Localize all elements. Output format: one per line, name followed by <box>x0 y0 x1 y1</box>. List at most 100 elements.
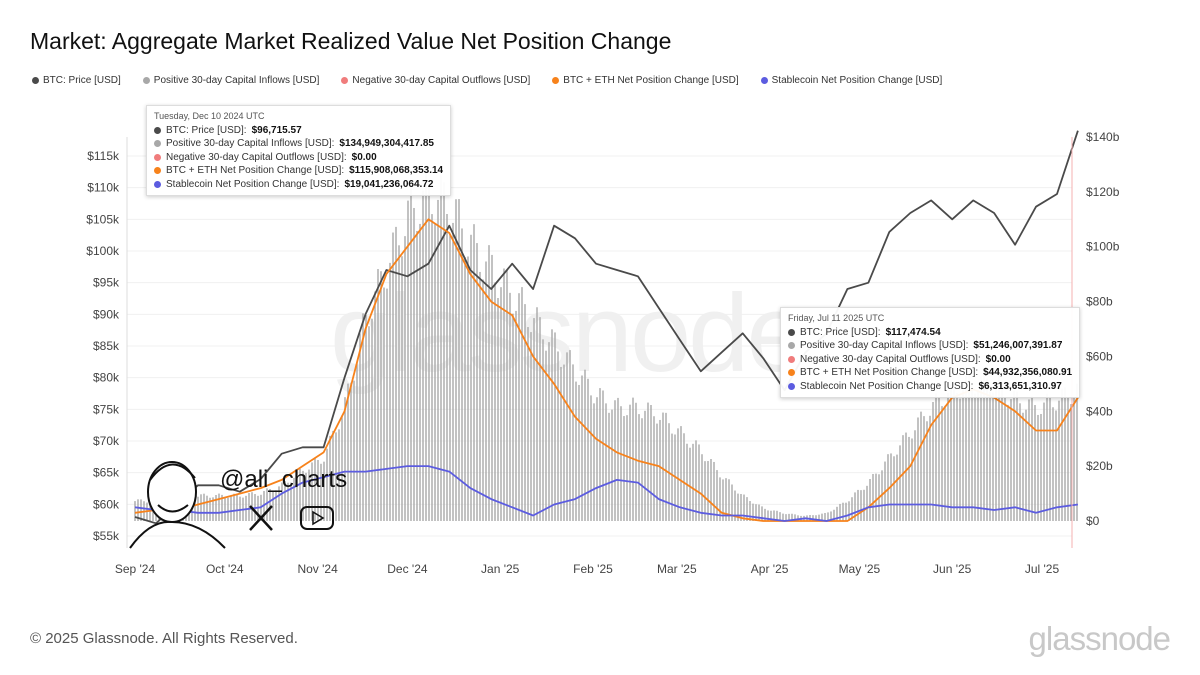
inflow-bar <box>1019 403 1021 521</box>
inflow-bar <box>431 214 433 521</box>
y-left-tick-label: $110k <box>87 181 120 195</box>
inflow-bar <box>443 182 445 522</box>
series-dot <box>154 167 161 175</box>
avatar <box>129 461 226 549</box>
inflow-bar <box>560 366 562 521</box>
inflow-bar <box>872 473 874 521</box>
inflow-bar <box>1055 410 1057 521</box>
inflow-bar <box>959 398 961 521</box>
inflow-bar <box>989 391 991 521</box>
inflow-bar <box>617 397 619 521</box>
inflow-bar <box>374 291 376 521</box>
inflow-bar <box>920 411 922 521</box>
inflow-bar <box>599 388 601 521</box>
inflow-bar <box>974 393 976 521</box>
inflow-bar <box>209 497 211 521</box>
inflow-bar <box>665 412 667 521</box>
series-dot <box>788 342 795 350</box>
inflow-bar <box>773 510 775 521</box>
y-left-tick-label: $65k <box>93 466 120 480</box>
legend-item[interactable]: BTC + ETH Net Position Change [USD] <box>552 75 739 86</box>
legend-item[interactable]: Stablecoin Net Position Change [USD] <box>760 75 943 86</box>
inflow-bar <box>767 510 769 521</box>
y-right-tick-label: $120b <box>1086 185 1120 199</box>
inflow-bar <box>224 497 226 521</box>
inflow-bar <box>1016 391 1018 521</box>
inflow-bar <box>929 415 931 521</box>
copyright: © 2025 Glassnode. All Rights Reserved. <box>30 630 298 647</box>
inflow-bar <box>746 497 748 521</box>
inflow-bar <box>1031 396 1033 521</box>
inflow-bar <box>683 433 685 521</box>
tooltip-value: $117,474.54 <box>885 326 941 338</box>
inflow-bar <box>578 384 580 521</box>
inflow-bar <box>938 397 940 521</box>
inflow-bar <box>638 414 640 521</box>
inflow-bar <box>755 504 757 521</box>
inflow-bar <box>530 332 532 521</box>
legend-dot <box>341 77 349 84</box>
y-left-tick-label: $95k <box>93 276 120 290</box>
inflow-bar <box>422 190 424 521</box>
inflow-bar <box>1046 393 1048 521</box>
inflow-bar <box>1037 414 1039 521</box>
legend-item[interactable]: Negative 30-day Capital Outflows [USD] <box>341 75 530 86</box>
inflow-bar <box>320 463 322 521</box>
inflow-bar <box>998 375 1000 521</box>
inflow-bar <box>1043 402 1045 521</box>
inflow-bar <box>689 447 691 521</box>
legend-dot <box>552 77 560 84</box>
inflow-bar <box>308 469 310 521</box>
inflow-bar <box>497 298 499 521</box>
inflow-bar <box>947 392 949 521</box>
inflow-bar <box>671 433 673 521</box>
inflow-bar <box>137 499 139 521</box>
inflow-bar <box>446 214 448 521</box>
inflow-bar <box>761 506 763 521</box>
inflow-bar <box>1028 399 1030 521</box>
inflow-bar <box>911 438 913 521</box>
inflow-bar <box>206 495 208 521</box>
inflow-bar <box>986 378 988 521</box>
legend-dot <box>32 77 39 84</box>
legend-item[interactable]: BTC: Price [USD] <box>32 75 121 86</box>
legend-label: Stablecoin Net Position Change [USD] <box>771 75 943 86</box>
inflow-bar <box>902 435 904 521</box>
youtube-icon <box>300 506 334 530</box>
inflow-bar <box>866 485 868 521</box>
inflow-bar <box>386 288 388 521</box>
legend-label: Positive 30-day Capital Inflows [USD] <box>153 75 320 86</box>
inflow-bar <box>923 416 925 521</box>
inflow-bar <box>542 339 544 521</box>
inflow-bar <box>701 454 703 521</box>
tooltip-jul-11: Friday, Jul 11 2025 UTC BTC: Price [USD]:… <box>780 307 1081 398</box>
inflow-bar <box>839 503 841 521</box>
inflow-bar <box>896 454 898 521</box>
inflow-bar <box>356 362 358 521</box>
inflow-bar <box>1049 396 1051 521</box>
inflow-bar <box>596 397 598 521</box>
x-tick-label: Feb '25 <box>573 562 613 576</box>
inflow-bar <box>602 390 604 521</box>
inflow-bar <box>305 472 307 521</box>
inflow-bar <box>728 479 730 521</box>
inflow-bar <box>857 489 859 521</box>
inflow-bar <box>875 473 877 521</box>
inflow-bar <box>575 381 577 521</box>
series-dot <box>788 369 795 377</box>
tooltip-label: Stablecoin Net Position Change [USD]: <box>800 380 974 392</box>
legend-item[interactable]: Positive 30-day Capital Inflows [USD] <box>142 75 320 86</box>
inflow-bar <box>995 382 997 521</box>
inflow-bar <box>779 512 781 521</box>
inflow-bar <box>812 515 814 521</box>
inflow-bar <box>314 458 316 521</box>
inflow-bar <box>737 493 739 521</box>
inflow-bar <box>776 510 778 521</box>
tooltip-row: Positive 30-day Capital Inflows [USD]: $… <box>788 339 1072 353</box>
inflow-bar <box>698 444 700 521</box>
tooltip-dec-10: Tuesday, Dec 10 2024 UTC BTC: Price [USD]… <box>146 105 452 196</box>
series-dot <box>154 140 161 148</box>
inflow-bar <box>449 234 451 521</box>
inflow-bar <box>725 478 727 521</box>
